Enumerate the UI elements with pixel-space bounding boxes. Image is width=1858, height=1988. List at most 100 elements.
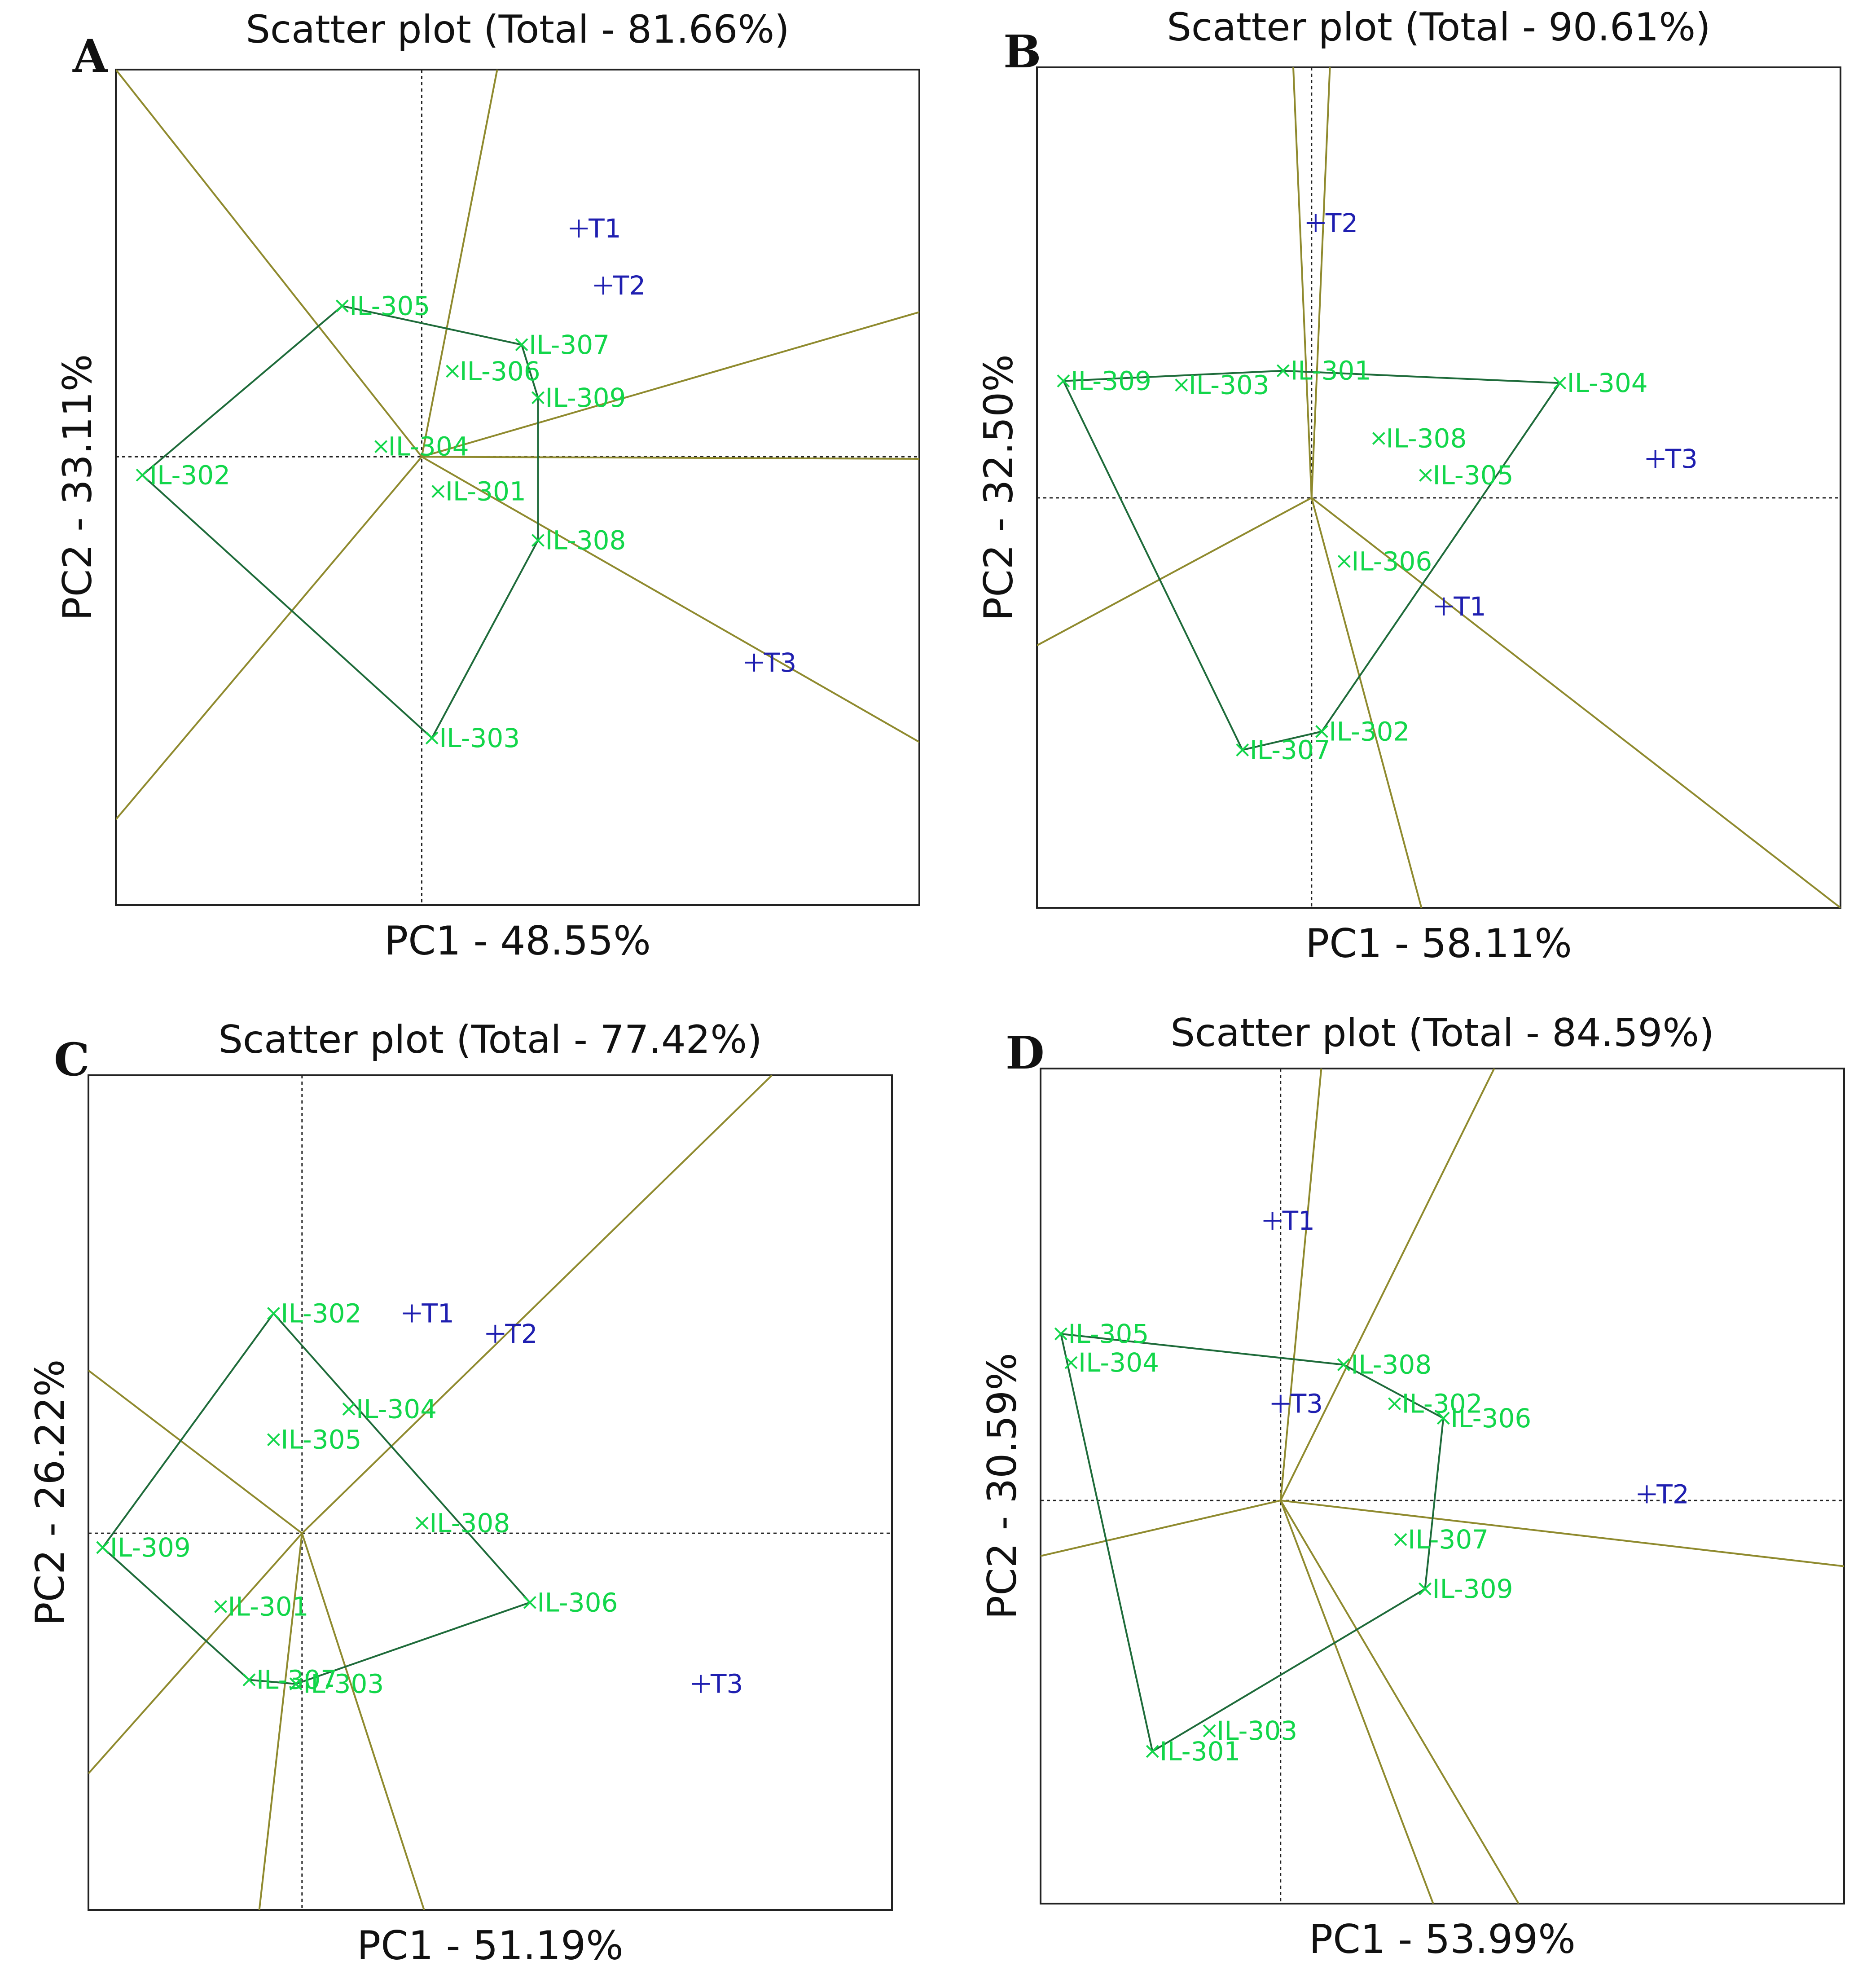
genotype-marker <box>415 1517 429 1530</box>
environment-label: T3 <box>764 647 796 678</box>
genotype-label: IL-305 <box>349 291 430 321</box>
chart-title: Scatter plot (Total - 77.42%) <box>218 1017 762 1062</box>
genotype-marker <box>1146 1745 1159 1758</box>
genotype-label: IL-301 <box>228 1591 309 1622</box>
genotype-marker <box>374 440 388 453</box>
environment-label: T2 <box>1325 208 1358 238</box>
sector-line-5 <box>421 456 919 743</box>
environment-marker <box>403 1304 421 1323</box>
genotype-marker <box>523 1596 536 1609</box>
genotype-marker <box>267 1433 280 1447</box>
genotype-marker <box>1388 1397 1401 1411</box>
genotype-label: IL-309 <box>1432 1574 1513 1604</box>
genotype-marker <box>136 468 149 482</box>
genotype-marker <box>1054 1327 1067 1341</box>
genotype-marker <box>1315 725 1328 738</box>
environment-marker <box>745 653 764 672</box>
genotype-marker <box>1419 469 1432 482</box>
genotype-label: IL-303 <box>1189 370 1269 400</box>
chart-title: Scatter plot (Total - 81.66%) <box>246 7 789 52</box>
genotype-marker <box>96 1541 110 1554</box>
sector-line-1 <box>301 1075 773 1534</box>
x-axis-label: PC1 - 53.99% <box>1309 1916 1576 1962</box>
panel-label: D <box>1006 1026 1045 1079</box>
sector-line-2 <box>1279 1069 1495 1501</box>
genotype-label: IL-308 <box>1386 423 1467 453</box>
genotype-label: IL-307 <box>1250 735 1331 765</box>
genotype-marker <box>1372 432 1385 445</box>
genotype-marker <box>531 534 545 547</box>
genotype-marker <box>446 365 459 378</box>
genotype-marker <box>1394 1533 1407 1546</box>
environment-label: T2 <box>613 270 646 301</box>
environment-marker <box>1638 1485 1656 1504</box>
environment-label: T2 <box>505 1319 537 1349</box>
genotype-marker <box>425 731 439 745</box>
genotype-label: IL-308 <box>429 1508 510 1539</box>
environment-label: T3 <box>1665 444 1698 474</box>
genotype-marker <box>515 338 528 352</box>
chart-title: Scatter plot (Total - 90.61%) <box>1167 5 1710 50</box>
polygon-hull <box>101 1312 531 1685</box>
genotype-marker <box>1337 1358 1350 1372</box>
genotype-label: IL-306 <box>460 356 540 387</box>
genotype-marker <box>1057 374 1070 387</box>
plot-area: IL-309 IL-303 IL-301 IL-304 IL-308 IL-305 IL-3… <box>1037 67 1840 908</box>
sector-line-1 <box>1292 67 1313 498</box>
genotype-marker <box>1553 376 1567 390</box>
genotype-label: IL-306 <box>1351 546 1432 576</box>
environment-marker <box>1263 1212 1282 1230</box>
environment-label: T1 <box>588 213 621 244</box>
environment-label: T1 <box>1453 591 1486 622</box>
plot-frame <box>88 1074 893 1911</box>
sector-line-5 <box>1279 1500 1434 1904</box>
genotype-marker <box>1419 1582 1432 1596</box>
genotype-label: IL-301 <box>445 476 526 507</box>
environment-label: T3 <box>1290 1389 1323 1419</box>
genotype-label: IL-302 <box>1402 1389 1483 1419</box>
sector-line-6 <box>116 456 423 820</box>
genotype-label: IL-302 <box>1329 716 1410 747</box>
environment-marker <box>1306 214 1325 233</box>
environment-marker <box>692 1675 710 1693</box>
genotype-label: IL-309 <box>545 383 626 413</box>
genotype-label: IL-303 <box>1217 1715 1297 1746</box>
genotype-label: IL-302 <box>149 460 230 490</box>
y-axis-label: PC2 - 32.50% <box>975 354 1022 621</box>
x-axis-label: PC1 - 51.19% <box>357 1922 624 1969</box>
sector-line-4 <box>422 456 919 460</box>
genotype-marker <box>242 1673 256 1687</box>
genotype-marker <box>531 391 545 405</box>
panel-label: C <box>54 1033 90 1086</box>
sector-line-3 <box>421 311 919 458</box>
sector-line-2 <box>1310 67 1331 498</box>
genotype-label: IL-309 <box>110 1532 191 1563</box>
genotype-marker <box>214 1600 227 1613</box>
plot-frame <box>115 69 920 906</box>
environment-marker <box>1435 597 1453 616</box>
genotype-marker <box>1236 743 1249 756</box>
genotype-label: IL-303 <box>439 723 520 753</box>
sector-line-5 <box>1311 497 1840 908</box>
genotype-label: IL-305 <box>281 1425 361 1455</box>
y-axis-label: PC2 - 30.59% <box>979 1353 1025 1619</box>
x-axis-label: PC1 - 58.11% <box>1305 920 1572 967</box>
polygon-hull <box>1059 1333 1445 1753</box>
sector-line-5 <box>301 1533 425 1910</box>
y-axis-label: PC2 - 26.22% <box>27 1359 73 1626</box>
sector-line-3 <box>88 1532 303 1774</box>
genotype-marker <box>431 485 445 498</box>
environment-marker <box>594 277 612 295</box>
plot-frame <box>1040 1068 1845 1904</box>
environment-label: T1 <box>422 1298 454 1328</box>
genotype-marker <box>1064 1356 1078 1369</box>
genotype-label: IL-307 <box>256 1665 337 1695</box>
genotype-label: IL-301 <box>1290 356 1371 386</box>
genotype-label: IL-301 <box>1160 1736 1240 1767</box>
